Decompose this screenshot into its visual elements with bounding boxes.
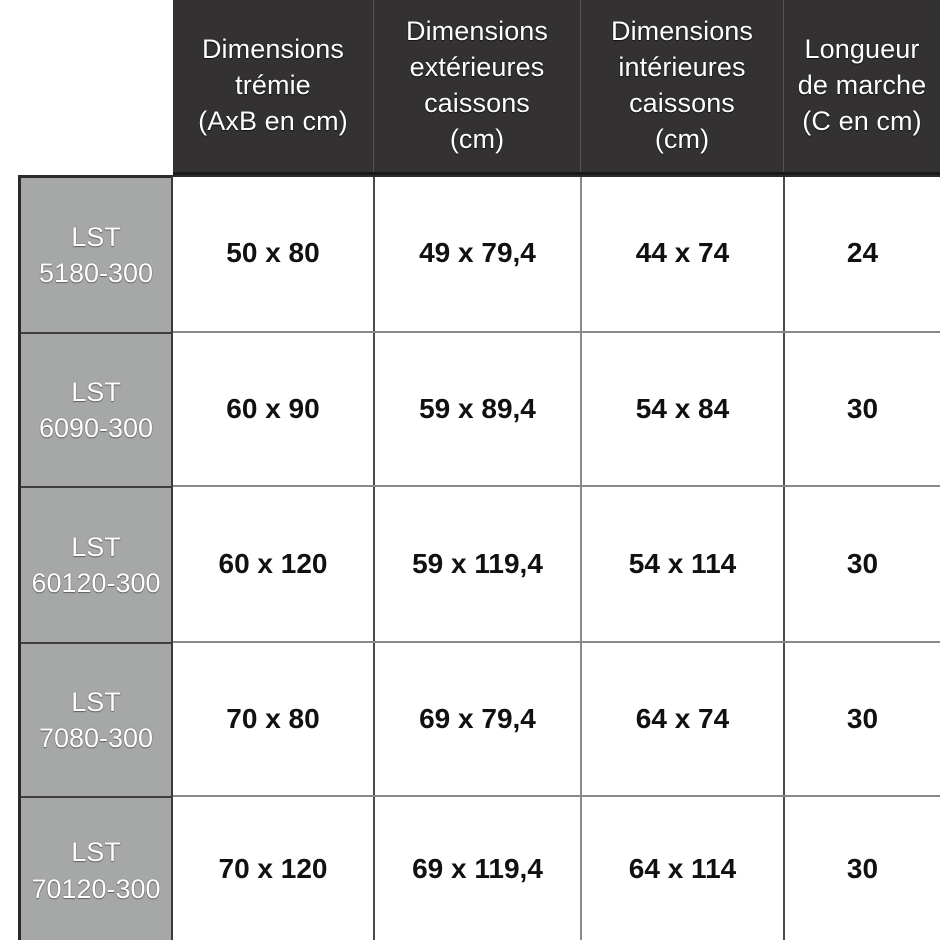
column-header-label: Longueur de marche (C en cm) (797, 34, 927, 136)
cell-dimensions-interieures: 44 x 74 (580, 175, 783, 331)
cell-dimensions-tremie: 60 x 120 (218, 548, 328, 579)
cell-dimensions-exterieures: 69 x 79,4 (373, 643, 580, 795)
column-header-label: Dimensions intérieures caissons (cm) (610, 16, 754, 154)
cell-dimensions-exterieures: 69 x 119,4 (373, 797, 580, 940)
row-label-text: LST 70120-300 (31, 837, 161, 904)
row-label-column: LST 5180-300 LST 6090-300 LST 60120-300 … (18, 175, 173, 940)
column-header-label: Dimensions extérieures caissons (cm) (405, 16, 549, 154)
cell-longueur-de-marche: 24 (783, 175, 940, 331)
cell-dimensions-interieures: 54 x 84 (580, 333, 783, 485)
table-body: 50 x 80 49 x 79,4 44 x 74 24 60 x 90 59 … (173, 175, 940, 940)
cell-longueur-de-marche: 30 (783, 487, 940, 641)
row-label-text: LST 7080-300 (38, 686, 154, 753)
row-label-lst-6090-300: LST 6090-300 (21, 332, 171, 486)
table-row: 70 x 80 69 x 79,4 64 x 74 30 (173, 641, 940, 795)
row-label-text: LST 60120-300 (31, 531, 161, 598)
cell-dimensions-interieures: 54 x 114 (580, 487, 783, 641)
cell-longueur-de-marche: 30 (783, 797, 940, 940)
table-row: 60 x 120 59 x 119,4 54 x 114 30 (173, 485, 940, 641)
column-header-dimensions-interieures-caissons: Dimensions intérieures caissons (cm) (580, 0, 783, 172)
column-header-dimensions-exterieures-caissons: Dimensions extérieures caissons (cm) (373, 0, 580, 172)
column-header-label: Dimensions trémie (AxB en cm) (198, 34, 348, 136)
row-label-lst-7080-300: LST 7080-300 (21, 642, 171, 796)
cell-dimensions-tremie: 70 x 120 (218, 852, 328, 884)
column-header-longueur-de-marche: Longueur de marche (C en cm) (783, 0, 940, 172)
cell-dimensions-interieures: 64 x 74 (580, 643, 783, 795)
table-row: 50 x 80 49 x 79,4 44 x 74 24 (173, 175, 940, 331)
cell-dimensions-interieures: 64 x 114 (580, 797, 783, 940)
header-body-divider (173, 175, 940, 177)
row-label-lst-70120-300: LST 70120-300 (21, 796, 171, 940)
row-label-text: LST 6090-300 (38, 376, 154, 443)
cell-dimensions-tremie: 70 x 80 (226, 703, 320, 734)
cell-dimensions-tremie: 60 x 90 (226, 393, 320, 424)
row-label-lst-5180-300: LST 5180-300 (21, 178, 171, 332)
table-row: 70 x 120 69 x 119,4 64 x 114 30 (173, 795, 940, 940)
row-label-lst-60120-300: LST 60120-300 (21, 486, 171, 642)
cell-dimensions-exterieures: 49 x 79,4 (373, 175, 580, 331)
cell-dimensions-tremie: 50 x 80 (226, 237, 320, 268)
table-header-row: Dimensions trémie (AxB en cm) Dimensions… (173, 0, 940, 175)
cell-dimensions-exterieures: 59 x 89,4 (373, 333, 580, 485)
cell-dimensions-exterieures: 59 x 119,4 (373, 487, 580, 641)
column-header-dimensions-tremie: Dimensions trémie (AxB en cm) (173, 0, 373, 172)
row-label-text: LST 5180-300 (38, 221, 154, 288)
table-row: 60 x 90 59 x 89,4 54 x 84 30 (173, 331, 940, 485)
cell-longueur-de-marche: 30 (783, 333, 940, 485)
cell-longueur-de-marche: 30 (783, 643, 940, 795)
